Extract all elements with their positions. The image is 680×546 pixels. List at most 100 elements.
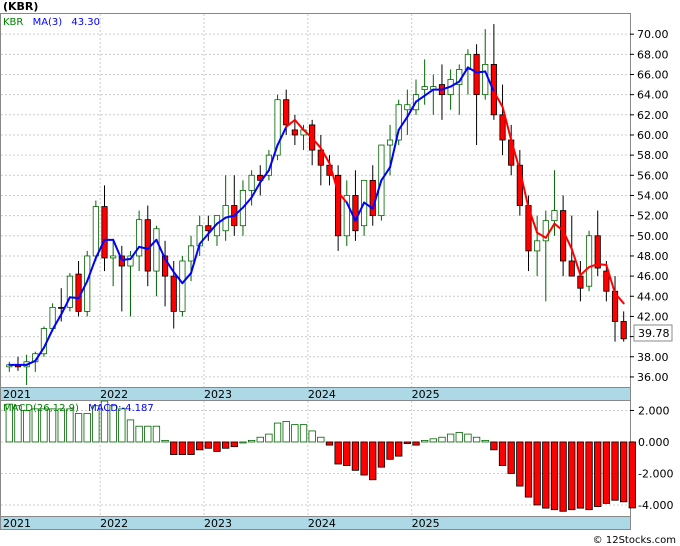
- macd-bar: [170, 441, 178, 455]
- ma3-segment: [406, 100, 418, 118]
- candle-body: [274, 99, 281, 156]
- ma3-segment: [328, 162, 340, 194]
- candle: [153, 225, 160, 297]
- candle-body: [84, 255, 91, 312]
- candle: [335, 165, 342, 251]
- candle: [568, 215, 575, 277]
- macd-y-axis: 2.000 0.000 -2.000 -4.000: [630, 404, 673, 512]
- ma3-segment: [492, 90, 504, 108]
- ma3-segment: [172, 271, 184, 285]
- candle: [161, 240, 169, 307]
- ma3-segment: [155, 238, 167, 260]
- macd-bar: [507, 441, 515, 474]
- price-year-label: 2021: [3, 388, 31, 401]
- candle: [274, 94, 281, 161]
- ma3-segment: [319, 147, 331, 165]
- ma3-segment: [267, 144, 279, 172]
- ma3-segment: [181, 272, 193, 285]
- ma3-segment: [345, 201, 357, 222]
- ma3-segment: [68, 296, 80, 300]
- candle-body: [170, 275, 177, 312]
- macd-bar: [109, 405, 117, 443]
- macd-legend-value: MACD:-4.187: [88, 403, 154, 414]
- candle-body: [118, 255, 125, 267]
- macd-bar: [446, 433, 455, 443]
- macd-year-label: 2022: [100, 517, 128, 530]
- price-tick-label: 66.00: [637, 68, 669, 81]
- macd-tick-label: -2.000: [638, 467, 673, 480]
- ma3-segment: [449, 80, 461, 88]
- ma3-segment: [596, 263, 608, 267]
- macd-bar: [524, 441, 533, 498]
- ma3-segment: [501, 105, 513, 142]
- candle-body: [136, 219, 143, 257]
- price-tick-label: 48.00: [637, 250, 669, 263]
- macd-bar: [222, 441, 230, 449]
- price-year-label: 2025: [412, 388, 440, 401]
- macd-bar: [57, 408, 65, 443]
- macd-year-label: 2021: [3, 517, 31, 530]
- macd-bar: [594, 441, 602, 507]
- macd-bar: [421, 439, 429, 443]
- price-year-label: 2023: [204, 388, 232, 401]
- ma3-segment: [423, 88, 435, 97]
- candle-body: [187, 245, 195, 262]
- candle-body: [66, 275, 73, 308]
- ma3-segment: [553, 222, 565, 232]
- candle-body: [58, 306, 65, 309]
- price-tick-label: 54.00: [637, 189, 669, 202]
- candlestick-series: [6, 24, 627, 385]
- candle-body: [421, 86, 428, 91]
- macd-bar: [5, 403, 13, 443]
- candle-body: [248, 174, 255, 191]
- candle-body: [205, 225, 212, 232]
- macd-bar: [144, 425, 152, 443]
- ma3-segment: [129, 245, 141, 260]
- ma3-segment: [475, 70, 487, 74]
- macd-bar: [542, 441, 550, 509]
- price-year-label: 2024: [308, 388, 336, 401]
- ma3-segment: [138, 245, 149, 250]
- ma3-segment: [311, 136, 322, 150]
- macd-bar: [490, 441, 498, 451]
- ma3-segment: [570, 247, 582, 277]
- macd-bar: [576, 441, 585, 509]
- macd-x-axis-band: [0, 516, 631, 530]
- macd-year-label: 2023: [204, 517, 232, 530]
- ma3-segment: [233, 206, 244, 217]
- macd-bar: [152, 425, 161, 443]
- ma3-segment: [146, 238, 158, 250]
- candle: [136, 210, 143, 272]
- price-x-axis: 2021 2022 2023 2024 2025: [3, 388, 440, 401]
- price-tick-label: 58.00: [637, 149, 669, 162]
- candle-body: [542, 220, 549, 242]
- ma3-segment: [259, 169, 270, 184]
- macd-bar: [403, 441, 411, 444]
- ma3-segment: [371, 179, 383, 210]
- candle: [101, 185, 108, 272]
- candle-body: [101, 206, 108, 259]
- macd-x-axis: 2021 2022 2023 2024 2025: [3, 517, 440, 530]
- price-tick-label: 56.00: [637, 169, 669, 182]
- price-tick-label: 42.00: [637, 310, 669, 323]
- macd-bar: [14, 405, 22, 443]
- ma3-segment: [354, 201, 366, 222]
- candle-body: [110, 255, 117, 259]
- macd-bar: [628, 441, 636, 509]
- ma3-segment: [458, 66, 469, 83]
- macd-bar: [369, 441, 377, 481]
- ma3-segment: [389, 128, 400, 169]
- macd-bar: [161, 439, 169, 443]
- candle: [542, 210, 549, 302]
- macd-bar: [178, 441, 187, 455]
- macd-bar: [291, 424, 299, 443]
- macd-bar: [533, 441, 541, 506]
- ma3-segment: [77, 280, 89, 300]
- macd-bar: [256, 436, 264, 443]
- macd-bar: [325, 441, 334, 446]
- svg-text:MACD(26,12,9) MACD:-4.187: MACD(26,12,9) MACD:-4.187: [3, 403, 154, 414]
- macd-bar: [464, 433, 472, 443]
- price-tick-label: 68.00: [637, 48, 669, 61]
- macd-bar: [74, 413, 83, 443]
- last-price-badge: 39.78: [638, 327, 670, 340]
